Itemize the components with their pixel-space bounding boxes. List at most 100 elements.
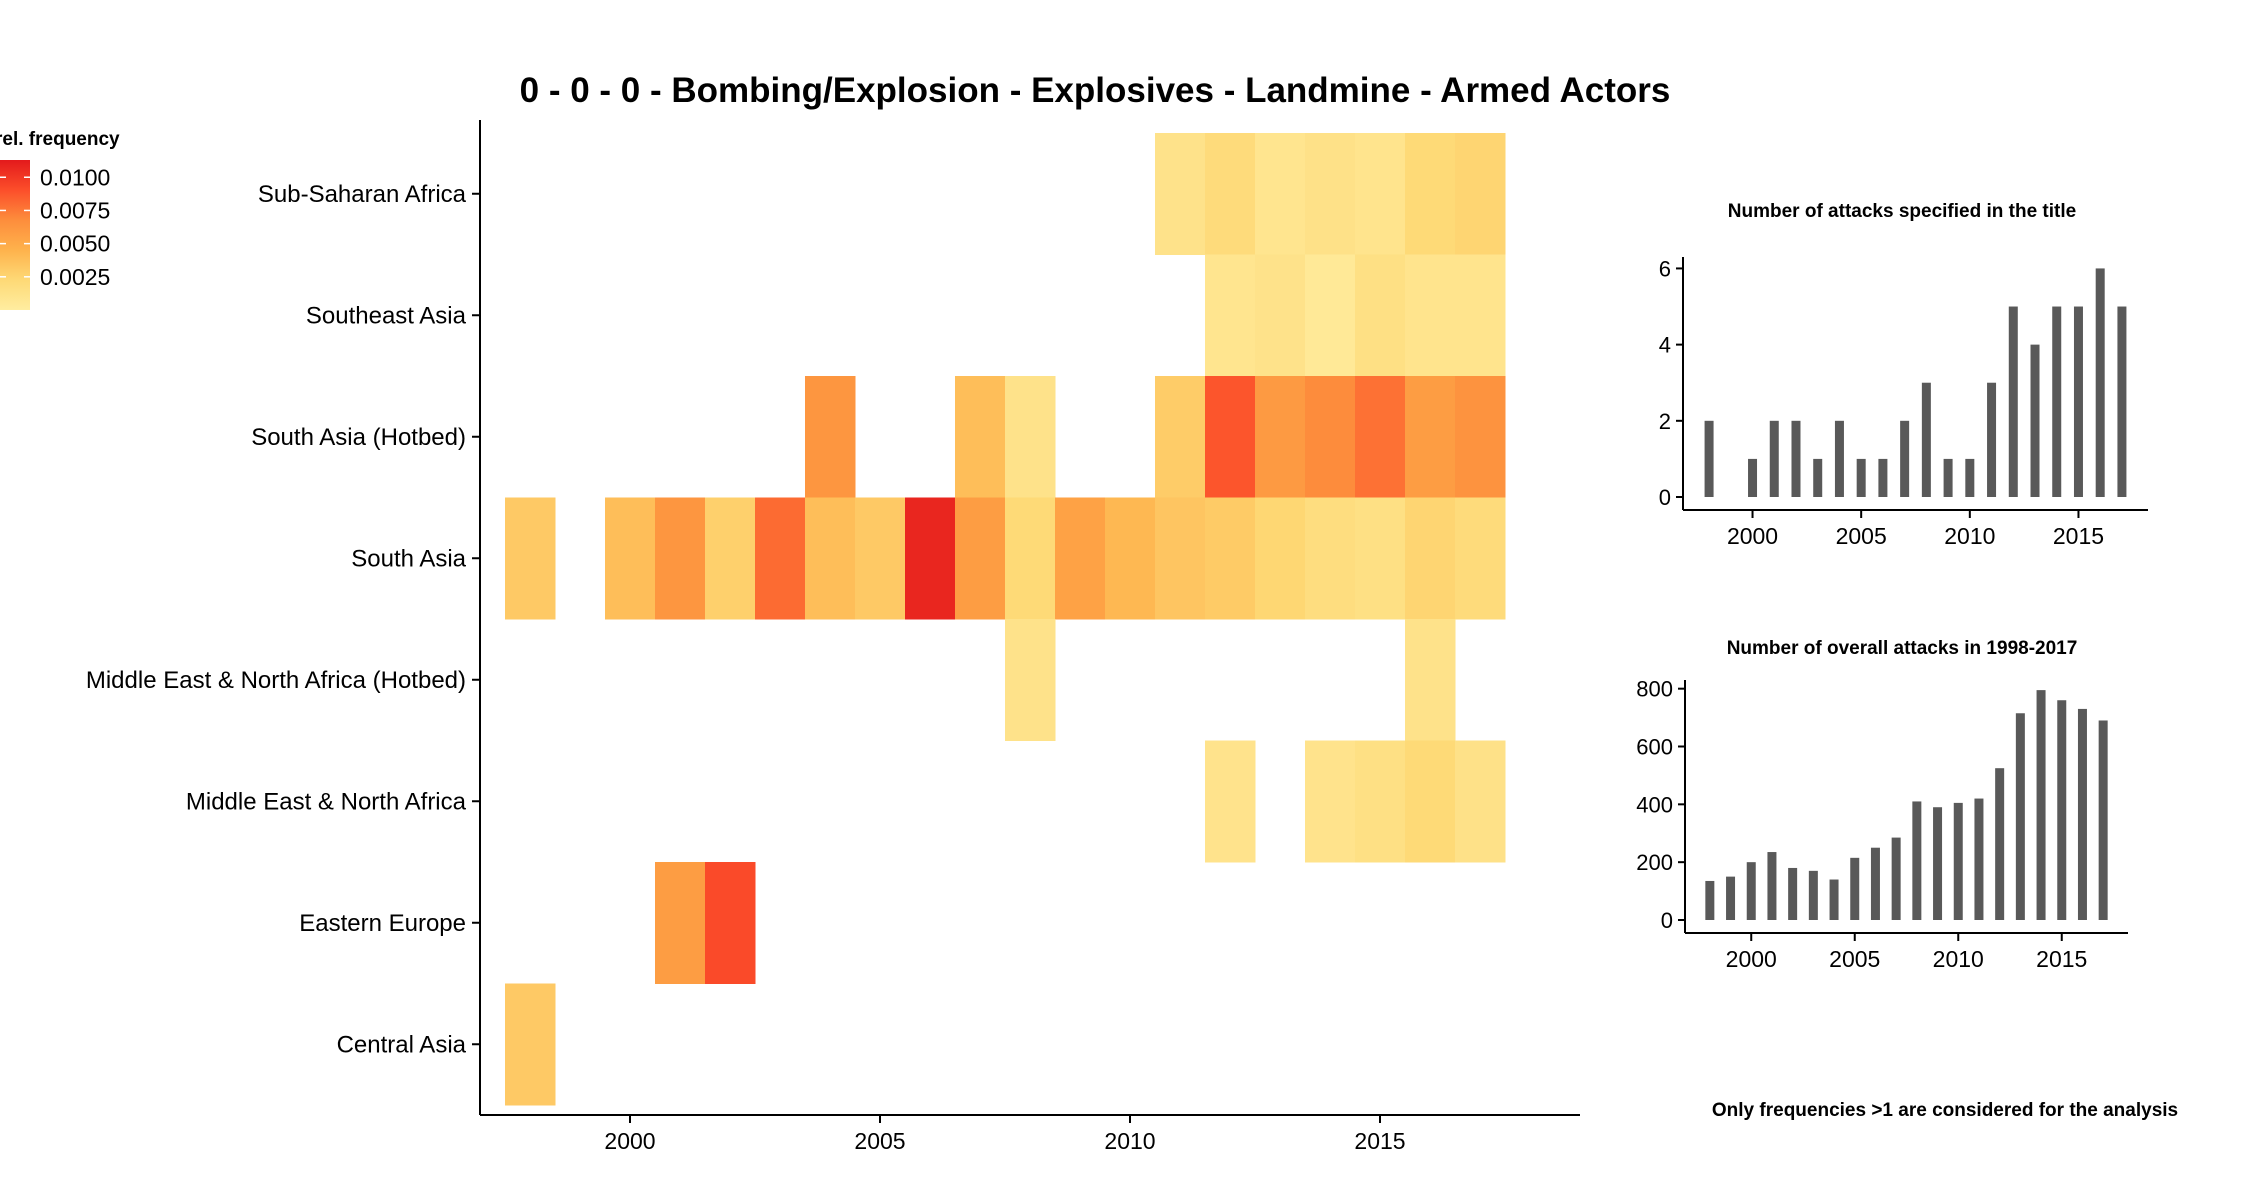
b1-bar — [1878, 458, 1888, 497]
heatmap-cell — [1455, 133, 1506, 255]
heatmap-cell — [1005, 376, 1056, 498]
b2-x-tick-label: 2010 — [1933, 946, 1984, 972]
heatmap-cell — [605, 497, 656, 620]
b1-y-tick-label: 0 — [1659, 485, 1671, 510]
heatmap-cell — [705, 862, 756, 984]
b1-y-tick-label: 6 — [1659, 256, 1671, 281]
heatmap-cell — [1405, 254, 1456, 377]
b2-bar — [1746, 862, 1756, 920]
b1-bar — [1813, 458, 1823, 497]
heatmap-cell — [1455, 497, 1506, 620]
heatmap-cell — [1355, 133, 1406, 255]
bar-chart-2-title: Number of overall attacks in 1998-2017 — [1727, 638, 2078, 659]
heatmap-cell — [1255, 376, 1306, 498]
heatmap-cell — [1455, 254, 1506, 377]
legend-tick-label: 0.0050 — [40, 231, 110, 257]
b1-y-tick-label: 4 — [1659, 333, 1671, 358]
b1-bar — [1791, 420, 1801, 497]
b1-bar — [1943, 458, 1953, 497]
heatmap-cell — [1105, 497, 1156, 620]
heatmap-cell — [1205, 254, 1256, 377]
heatmap-y-tick-label: Eastern Europe — [299, 910, 466, 937]
heatmap-x-tick-label: 2000 — [604, 1128, 655, 1154]
heatmap-cell — [1205, 497, 1256, 620]
b1-x-tick-label: 2010 — [1944, 523, 1995, 549]
b1-bar — [1900, 420, 1910, 497]
b2-bar — [1912, 801, 1922, 920]
heatmap-cell — [1255, 133, 1306, 255]
heatmap-x-tick-label: 2010 — [1104, 1128, 1155, 1154]
heatmap-cell — [1355, 376, 1406, 498]
b1-bar — [2030, 344, 2040, 497]
chart-title: 0 - 0 - 0 - Bombing/Explosion - Explosiv… — [520, 71, 1671, 110]
heatmap-y-tick-label: Southeast Asia — [306, 302, 467, 329]
heatmap-cell — [1155, 133, 1206, 255]
heatmap-y-tick-label: South Asia — [351, 545, 466, 572]
b2-bar — [1850, 857, 1860, 920]
heatmap-y-tick-label: Central Asia — [337, 1031, 467, 1058]
heatmap-cell — [1355, 254, 1406, 377]
b2-bar — [1705, 880, 1715, 920]
b2-bar — [2077, 708, 2087, 920]
b2-bar — [1808, 870, 1818, 920]
heatmap-cell — [1155, 376, 1206, 498]
b1-bar — [1769, 420, 1779, 497]
b1-bar — [1748, 458, 1758, 497]
heatmap-cell — [1405, 497, 1456, 620]
heatmap-panel: Sub-Saharan Africa Southeast Asia South As… — [86, 120, 1580, 1154]
heatmap-cell — [855, 497, 906, 620]
heatmap-cell — [1005, 619, 1056, 741]
heatmap-cell — [755, 497, 806, 620]
heatmap-cell — [1255, 497, 1306, 620]
legend-tick-label: 0.0025 — [40, 264, 110, 290]
b1-x-tick-label: 2000 — [1727, 523, 1778, 549]
heatmap-cell — [1405, 740, 1456, 863]
bar-chart-1-title: Number of attacks specified in the title — [1728, 201, 2076, 222]
b2-bar — [2036, 690, 2046, 920]
b2-bar — [1891, 837, 1901, 920]
b2-bar — [1726, 876, 1736, 920]
heatmap-cell — [1055, 497, 1106, 620]
color-legend: rel. frequency 0.0100 0.0075 0.0050 0.0025 — [0, 129, 120, 310]
heatmap-cell — [1205, 133, 1256, 255]
legend-tick-label: 0.0100 — [40, 164, 110, 190]
b1-bar — [1921, 382, 1931, 497]
b2-bar — [2057, 700, 2067, 920]
heatmap-y-tick-label: Middle East & North Africa (Hotbed) — [86, 667, 466, 694]
heatmap-cell — [955, 376, 1006, 498]
heatmap-cell — [1155, 497, 1206, 620]
b2-y-tick-label: 0 — [1661, 908, 1673, 933]
b2-bar — [1767, 852, 1777, 920]
heatmap-cell — [1305, 254, 1356, 377]
heatmap-cell — [1305, 376, 1356, 498]
b1-bar — [1965, 458, 1975, 497]
heatmap-cell — [1205, 740, 1256, 863]
heatmap-y-tick-label: Middle East & North Africa — [186, 788, 467, 815]
heatmap-x-tick-label: 2015 — [1354, 1128, 1405, 1154]
heatmap-y-tick-label: Sub-Saharan Africa — [258, 181, 467, 208]
b2-bar — [1953, 802, 1963, 920]
b2-bar — [1870, 847, 1880, 920]
b2-bar — [1933, 807, 1943, 920]
heatmap-cell — [505, 497, 556, 620]
b1-y-tick-label: 2 — [1659, 409, 1671, 434]
b2-y-tick-label: 400 — [1636, 792, 1673, 817]
b1-bar — [1987, 382, 1997, 497]
b1-bar — [1856, 458, 1866, 497]
heatmap-cell — [805, 376, 856, 498]
b2-bar — [2015, 713, 2025, 920]
b1-bar — [2117, 306, 2127, 497]
heatmap-cell — [1405, 376, 1456, 498]
bar-chart-overall-attacks: Number of overall attacks in 1998-2017 0… — [1636, 638, 2128, 972]
b2-y-tick-label: 200 — [1636, 850, 1673, 875]
b1-x-tick-label: 2005 — [1836, 523, 1887, 549]
b1-bar — [1704, 420, 1714, 497]
heatmap-cell — [1405, 133, 1456, 255]
heatmap-cell — [1005, 497, 1056, 620]
heatmap-cell — [1405, 619, 1456, 741]
heatmap-cell — [655, 862, 706, 984]
heatmap-cell — [905, 497, 956, 620]
heatmap-cell — [705, 497, 756, 620]
b2-bar — [1995, 768, 2005, 920]
